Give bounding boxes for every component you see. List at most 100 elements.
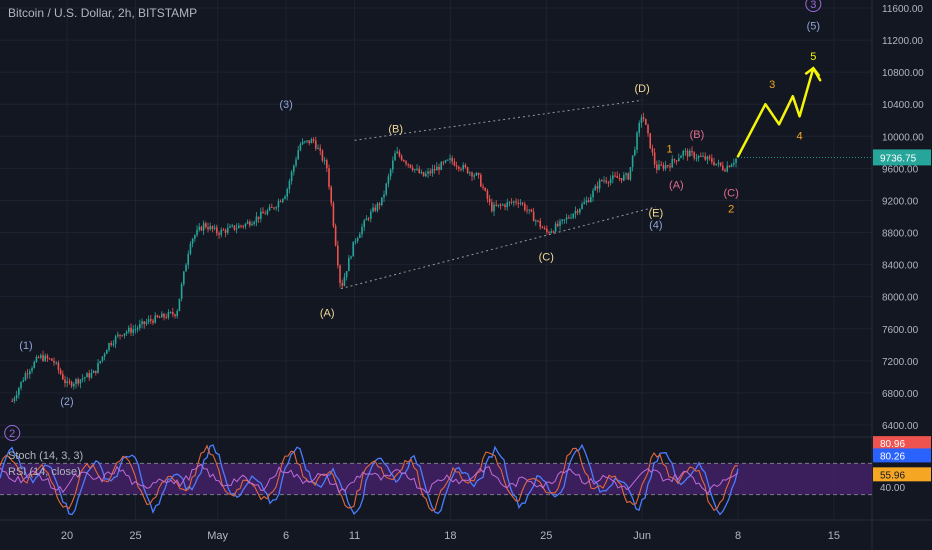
last-price-badge — [873, 149, 931, 166]
candle-body — [680, 155, 682, 159]
candle-body — [704, 156, 707, 160]
candle-body — [574, 210, 577, 214]
x-tick-label: 20 — [61, 530, 73, 542]
candle-body — [530, 209, 533, 212]
y-tick-label: 10800.00 — [882, 68, 924, 79]
wave-label: (D) — [635, 83, 650, 95]
candle-body — [211, 226, 214, 229]
candle-body — [114, 336, 117, 344]
candle-body — [453, 161, 456, 166]
y-tick-label: 6400.00 — [882, 421, 919, 432]
candle-body — [161, 313, 163, 318]
candle-body — [15, 394, 18, 399]
candle-body — [262, 211, 264, 214]
candle-body — [682, 151, 685, 156]
candle-body — [548, 231, 550, 233]
candle-body — [132, 329, 135, 333]
candle-body — [464, 164, 467, 168]
stoch-indicator-label[interactable]: Stoch (14, 3, 3) — [8, 450, 84, 462]
candle-body — [403, 160, 405, 162]
candle-body — [570, 217, 572, 219]
candle-body — [70, 382, 73, 387]
candle-body — [55, 362, 58, 364]
candle-body — [444, 160, 447, 163]
candle-body — [196, 229, 198, 236]
candle-body — [235, 228, 238, 230]
candle-body — [187, 253, 190, 265]
candle-body — [449, 158, 451, 160]
candle-body — [477, 172, 480, 175]
candle-body — [587, 200, 590, 203]
wave-label: 1 — [666, 143, 672, 155]
y-tick-label: 7600.00 — [882, 325, 919, 336]
candle-body — [20, 381, 22, 389]
candle-body — [735, 158, 737, 163]
candle-body — [209, 226, 212, 230]
osc-tick-label: 40.00 — [880, 483, 905, 494]
candle-body — [112, 343, 115, 345]
candle-body — [108, 343, 110, 350]
candle-body — [352, 241, 355, 257]
candle-body — [51, 358, 53, 361]
wave-label: (3) — [279, 99, 292, 111]
candle-body — [400, 155, 403, 161]
candle-body — [174, 314, 176, 317]
candle-body — [359, 234, 361, 238]
trendline — [340, 206, 656, 290]
candle-body — [121, 335, 124, 337]
candle-body — [337, 245, 339, 266]
candle-body — [576, 210, 579, 213]
candle-body — [425, 173, 427, 177]
candle-body — [378, 203, 381, 205]
y-tick-label: 8000.00 — [882, 293, 919, 304]
candle-body — [689, 150, 691, 157]
candle-body — [134, 329, 137, 331]
candle-body — [442, 162, 445, 164]
candle-body — [460, 168, 462, 170]
candle-body — [282, 198, 284, 202]
candle-body — [389, 169, 392, 177]
candle-body — [667, 165, 669, 167]
candle-body — [277, 201, 280, 208]
candle-body — [317, 148, 319, 150]
candle-body — [189, 243, 192, 254]
candle-body — [719, 162, 722, 166]
candle-body — [286, 189, 289, 197]
candle-body — [675, 160, 678, 162]
candle-body — [535, 220, 537, 222]
candle-body — [392, 160, 394, 170]
candle-body — [638, 122, 641, 133]
candle-body — [295, 159, 297, 166]
candle-body — [715, 163, 718, 166]
candle-body — [497, 204, 500, 206]
y-tick-label: 10400.00 — [882, 100, 924, 111]
candle-body — [700, 155, 702, 157]
candle-body — [141, 321, 143, 325]
candle-body — [572, 213, 575, 218]
candle-body — [383, 194, 385, 198]
candle-body — [290, 171, 293, 182]
rsi-indicator-label[interactable]: RSI (14, close) — [8, 466, 81, 478]
candle-body — [145, 321, 148, 325]
candle-body — [341, 282, 344, 286]
y-tick-label: 6800.00 — [882, 389, 919, 400]
candle-body — [260, 211, 262, 219]
candle-body — [299, 144, 302, 151]
candle-body — [376, 203, 379, 211]
candle-body — [150, 319, 152, 321]
candle-body — [119, 334, 121, 336]
candle-body — [365, 218, 368, 221]
candle-body — [163, 313, 165, 318]
candle-body — [251, 223, 253, 226]
candle-body — [44, 355, 47, 361]
candle-body — [363, 220, 366, 227]
candle-body — [86, 373, 88, 378]
candle-body — [130, 327, 132, 333]
candle-body — [605, 180, 608, 183]
candle-body — [139, 324, 141, 329]
y-tick-label: 11200.00 — [882, 36, 923, 47]
candles — [11, 112, 737, 404]
candle-body — [543, 228, 546, 230]
candle-body — [246, 221, 249, 224]
